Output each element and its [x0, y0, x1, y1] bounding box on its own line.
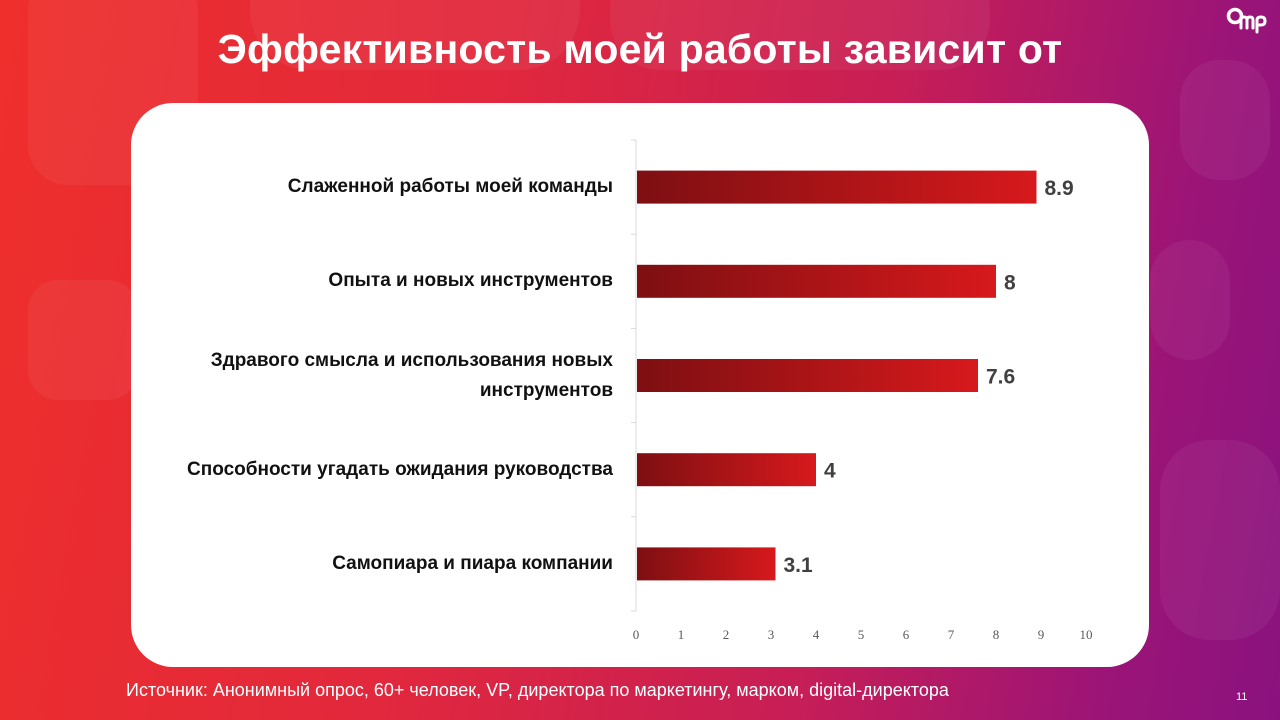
background-shape: [610, 0, 990, 70]
background-shape: [250, 0, 580, 70]
bar-chart: 0 1 2 3 4 5 6 7 8 9 10 8.9 8 7.6 4 3.1: [631, 139, 1093, 642]
bar: [637, 264, 996, 298]
x-tick-label: 0: [633, 627, 640, 642]
x-tick-label: 10: [1080, 627, 1093, 642]
background-shape: [28, 280, 138, 400]
bar: [637, 359, 978, 392]
category-label: Способности угадать ожидания руководства: [187, 458, 613, 480]
source-note: Источник: Анонимный опрос, 60+ человек, …: [126, 680, 949, 700]
bar-value-label: 7.6: [986, 366, 1015, 389]
bar-value-label: 8.9: [1045, 177, 1074, 200]
category-label: Здравого смысла и использования новых ин…: [210, 349, 613, 401]
bar: [637, 547, 776, 581]
page-number: 11: [1236, 691, 1248, 703]
x-tick-label: 3: [768, 627, 775, 642]
background-shape: [1150, 240, 1230, 360]
category-label: Опыта и новых инструментов: [328, 270, 613, 292]
bar: [637, 170, 1037, 204]
slide-title: Эффективность моей работы зависит от: [217, 26, 1063, 72]
x-tick-label: 1: [678, 627, 685, 642]
bar: [637, 453, 816, 487]
background-shape: [1160, 440, 1280, 640]
bar-value-label: 3.1: [784, 554, 814, 577]
background-shape: [1180, 60, 1270, 180]
category-label: Слаженной работы моей команды: [287, 176, 613, 198]
bar-value-label: 4: [824, 460, 836, 483]
x-tick-label: 9: [1038, 627, 1045, 642]
category-label: Самопиара и пиара компании: [332, 552, 613, 574]
company-logo: [1226, 7, 1267, 34]
x-tick-label: 6: [903, 627, 910, 642]
x-tick-label: 4: [813, 627, 820, 642]
chart-card: 0 1 2 3 4 5 6 7 8 9 10 8.9 8 7.6 4 3.1 Слаженной работы…: [131, 103, 1149, 667]
x-tick-label: 8: [993, 627, 1000, 642]
x-tick-label: 5: [858, 627, 865, 642]
x-tick-label: 7: [948, 627, 955, 642]
bar-value-label: 8: [1004, 271, 1016, 294]
x-tick-label: 2: [723, 627, 730, 642]
